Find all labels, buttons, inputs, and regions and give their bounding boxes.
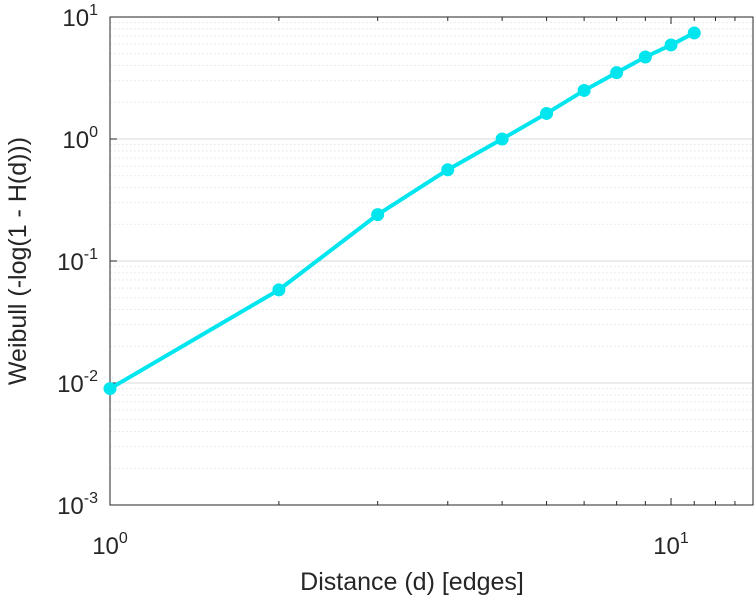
data-point: [441, 163, 455, 177]
data-point: [371, 208, 385, 222]
grid-lines: [110, 22, 753, 469]
data-point: [577, 83, 591, 97]
x-tick-labels: 100 101: [92, 530, 689, 560]
data-point: [687, 26, 701, 40]
data-point: [540, 106, 554, 120]
data-point: [664, 38, 678, 52]
x-tick-label: 100: [92, 530, 128, 560]
data-point: [103, 382, 117, 396]
y-tick-label: 101: [62, 2, 98, 32]
y-tick-labels: 10-3 10-2 10-1 100 101: [57, 2, 98, 520]
y-tick-label: 10-3: [57, 490, 98, 520]
data-point: [638, 50, 652, 64]
data-point: [495, 132, 509, 146]
data-point: [272, 283, 286, 297]
x-tick-label: 101: [653, 530, 689, 560]
data-point: [610, 66, 624, 80]
tick-marks: [109, 16, 754, 506]
y-tick-label: 10-2: [57, 368, 98, 398]
y-tick-label: 10-1: [57, 246, 98, 276]
x-axis-label: Distance (d) [edges]: [300, 568, 524, 596]
y-axis-label: Weibull (-log(1 - H(d))): [4, 137, 32, 385]
y-tick-label: 100: [62, 124, 98, 154]
series-layer: [103, 26, 701, 396]
